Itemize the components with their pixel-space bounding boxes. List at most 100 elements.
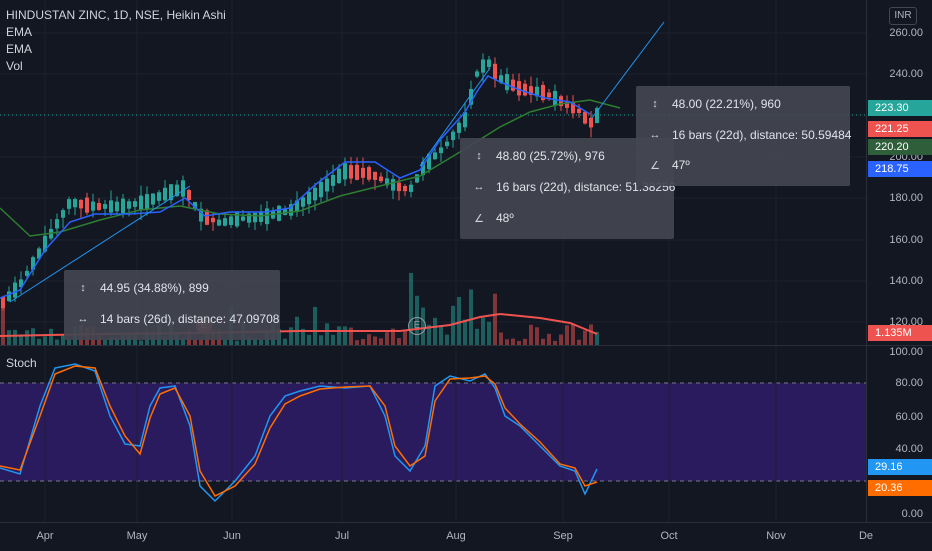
candle-body [373, 171, 377, 180]
stoch-label[interactable]: Stoch [6, 356, 37, 370]
candle-body [163, 187, 167, 201]
bar-range-icon: ↔ [649, 129, 661, 141]
candle-body [409, 184, 413, 192]
candle-body [475, 71, 479, 77]
candle-body [523, 83, 527, 96]
ema-fast-line [0, 75, 591, 299]
volume-bar [589, 324, 593, 345]
volume-bar [109, 336, 113, 345]
symbol-title[interactable]: HINDUSTAN ZINC, 1D, NSE, Heikin Ashi [6, 8, 226, 22]
candle-body [223, 218, 227, 226]
volume-bar [139, 340, 143, 345]
volume-bar [367, 334, 371, 345]
indicator-ema-fast[interactable]: EMA [6, 25, 33, 39]
candle-body [181, 180, 185, 197]
candle-body [115, 201, 119, 212]
candle-body [331, 174, 335, 186]
measure-tooltip[interactable]: ↕ 44.95 (34.88%), 899 ↔ 14 bars (26d), dis… [64, 270, 280, 340]
candle-body [433, 152, 437, 160]
candle-body [241, 216, 245, 221]
candle-body [403, 185, 407, 192]
volume-bar [349, 327, 353, 345]
volume-bar [307, 334, 311, 345]
indicator-ema-slow[interactable]: EMA [6, 42, 33, 56]
volume-bar [427, 324, 431, 345]
price-badge-close: 223.30 [868, 100, 932, 116]
volume-bar [397, 338, 401, 345]
candle-body [139, 195, 143, 211]
candle-body [439, 147, 443, 154]
candle-body [553, 90, 557, 106]
candle-body [595, 108, 599, 124]
trend-line [591, 21, 665, 119]
price-badge-ema-slow: 220.20 [868, 139, 932, 155]
volume-bar [385, 332, 389, 345]
volume-bar [373, 336, 377, 345]
measure-tooltip[interactable]: ↕ 48.00 (22.21%), 960 ↔ 16 bars (22d), dis… [636, 86, 851, 186]
volume-bar [361, 338, 365, 345]
volume-bar [553, 340, 557, 345]
volume-bar [25, 330, 29, 345]
volume-bar [289, 327, 293, 345]
candle-body [205, 210, 209, 225]
candle-body [247, 213, 251, 223]
volume-bar [43, 336, 47, 345]
ema-slow-line [0, 99, 621, 237]
volume-bar [115, 337, 119, 345]
volume-bar [493, 293, 497, 345]
candle-body [469, 88, 473, 105]
volume-bar [439, 326, 443, 345]
volume-bar [13, 329, 17, 345]
volume-bar [31, 328, 35, 345]
volume-bar [457, 297, 461, 345]
price-pane[interactable] [0, 0, 866, 345]
candle-body [265, 208, 269, 225]
candle-body [97, 203, 101, 210]
candle-body [565, 100, 569, 108]
volume-bar [535, 327, 539, 345]
volume-bar [163, 336, 167, 345]
candle-body [487, 59, 491, 68]
indicator-volume[interactable]: Vol [6, 59, 23, 73]
candle-body [79, 199, 83, 209]
volume-bar [577, 339, 581, 345]
volume-bar [223, 339, 227, 345]
candle-body [445, 141, 449, 147]
candle-body [307, 191, 311, 205]
stoch-d-line [0, 365, 598, 497]
volume-bar [337, 326, 341, 345]
stoch-chart-canvas[interactable] [0, 346, 866, 522]
candle-body [253, 212, 257, 223]
volume-bar [463, 319, 467, 345]
time-label: Jul [334, 530, 350, 542]
time-label: Nov [766, 530, 786, 542]
volume-bar [1, 300, 5, 345]
candle-body [451, 131, 455, 141]
volume-bar [517, 340, 521, 345]
stoch-scale[interactable]: 100.00 80.00 60.00 40.00 0.00 29.16 20.3… [866, 346, 932, 522]
price-scale[interactable]: INR 260.00 240.00 200.00 180.00 160.00 1… [866, 0, 932, 345]
candle-body [415, 174, 419, 183]
currency-label[interactable]: INR [889, 7, 917, 25]
measure-range: 48.80 (25.72%), 976 [496, 149, 605, 163]
price-range-icon: ↕ [652, 98, 658, 110]
candle-body [151, 193, 155, 205]
candle-body [481, 59, 485, 73]
pane-separator[interactable] [0, 345, 932, 346]
volume-bar [529, 324, 533, 345]
volume-bar [19, 334, 23, 345]
measure-range: 44.95 (34.88%), 899 [100, 281, 209, 295]
bar-range-icon: ↔ [473, 181, 485, 193]
stoch-pane[interactable] [0, 346, 866, 522]
candle-body [379, 176, 383, 182]
price-chart-canvas[interactable] [0, 0, 866, 345]
stoch-d-badge: 20.36 [868, 480, 932, 496]
stoch-k-badge: 29.16 [868, 459, 932, 475]
candle-body [505, 74, 509, 91]
candle-body [13, 282, 17, 298]
candle-body [133, 201, 137, 207]
volume-bar [469, 289, 473, 345]
earnings-marker[interactable]: E [408, 317, 426, 335]
volume-bar [481, 317, 485, 345]
time-axis[interactable]: Apr May Jun Jul Aug Sep Oct Nov De [0, 522, 932, 551]
